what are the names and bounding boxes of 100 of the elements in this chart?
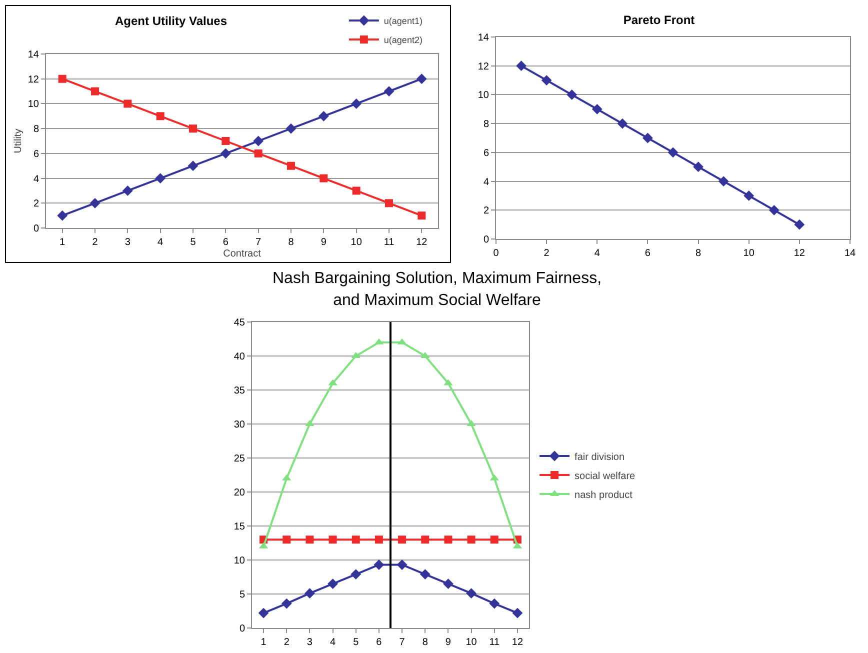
legend-label: u(agent2) [384, 35, 422, 46]
y-tick-label: 0 [33, 224, 40, 234]
y-tick-label: 12 [28, 74, 40, 86]
point [421, 536, 430, 544]
legend-label: social welfare [574, 470, 636, 482]
y-tick-label: 2 [483, 206, 490, 217]
y-tick-label: 14 [478, 32, 490, 44]
y-tick-label: 4 [33, 174, 40, 185]
y-tick-label: 8 [33, 124, 40, 136]
x-tick-label: 7 [256, 237, 262, 248]
point [189, 124, 197, 133]
point [287, 162, 295, 170]
point [281, 598, 292, 609]
point [466, 588, 476, 599]
y-axis-title: Utility [12, 128, 24, 154]
point [490, 536, 498, 544]
point [443, 578, 454, 589]
point [57, 210, 68, 221]
y-tick-label: 10 [234, 556, 246, 566]
y-tick-label: 20 [234, 488, 246, 498]
x-tick-label: 9 [320, 237, 327, 248]
x-tick-label: 8 [696, 248, 702, 259]
point [512, 608, 523, 618]
point [222, 137, 230, 145]
point [258, 608, 269, 618]
y-tick-label: 6 [33, 148, 40, 160]
point [693, 162, 704, 172]
x-tick-label: 4 [158, 237, 164, 248]
x-tick-label: 4 [594, 248, 600, 259]
x-tick-label: 2 [92, 237, 98, 248]
point [350, 569, 362, 580]
point [318, 110, 329, 122]
x-tick-label: 7 [399, 637, 406, 648]
point [122, 186, 133, 196]
y-tick-label: 12 [478, 61, 490, 72]
chart-title: Agent Utility Values [114, 13, 228, 28]
point [416, 74, 427, 84]
point [220, 148, 231, 159]
point [541, 75, 552, 86]
point [444, 536, 452, 544]
x-axis-title: Contract [223, 248, 262, 260]
chart-title: Nash Bargaining Solution, Maximum Fairness, and Maximum Social Welfare [271, 269, 603, 311]
point [304, 588, 315, 599]
x-tick-label: 6 [222, 237, 229, 248]
point [617, 118, 628, 129]
legend-label: u(agent1) [384, 16, 422, 26]
y-tick-label: 14 [28, 50, 40, 60]
point [328, 578, 338, 589]
x-tick-label: 9 [445, 637, 452, 648]
y-tick-label: 8 [483, 119, 490, 130]
x-tick-label: 8 [288, 237, 294, 248]
point [384, 86, 394, 96]
x-tick-label: 3 [306, 637, 313, 648]
point [155, 173, 166, 184]
point [592, 104, 602, 114]
x-tick-label: 1 [260, 637, 267, 648]
x-tick-label: 5 [353, 637, 360, 648]
point [718, 176, 729, 186]
x-tick-label: 14 [844, 248, 856, 259]
point [188, 160, 198, 172]
y-tick-label: 40 [234, 352, 246, 362]
point [253, 136, 264, 146]
x-tick-label: 6 [376, 637, 382, 648]
point [420, 569, 430, 580]
chart-title: Pareto Front [622, 12, 696, 27]
point [385, 199, 393, 208]
point [566, 90, 578, 100]
x-tick-label: 12 [794, 248, 806, 259]
point [156, 112, 164, 120]
x-tick-label: 10 [350, 237, 362, 248]
x-tick-label: 3 [124, 237, 131, 248]
y-tick-label: 45 [234, 318, 246, 328]
point [374, 560, 384, 570]
point [516, 60, 526, 72]
x-tick-label: 10 [743, 248, 755, 259]
x-tick-label: 0 [493, 248, 500, 259]
x-tick-label: 2 [544, 248, 550, 259]
point [320, 174, 328, 182]
point [254, 149, 262, 158]
point [668, 147, 678, 158]
point [768, 204, 780, 216]
point [91, 87, 99, 96]
y-tick-label: 2 [33, 198, 40, 210]
y-tick-label: 0 [239, 624, 246, 634]
x-tick-label: 2 [284, 637, 290, 648]
point [467, 536, 476, 544]
point [352, 186, 360, 195]
x-tick-label: 8 [422, 637, 428, 648]
point [351, 98, 362, 109]
x-tick-label: 11 [489, 637, 500, 648]
y-tick-label: 4 [483, 176, 490, 188]
point [352, 536, 360, 544]
x-tick-label: 10 [466, 637, 478, 648]
x-tick-label: 12 [512, 637, 524, 648]
y-tick-label: 15 [234, 522, 246, 532]
point [58, 74, 66, 83]
point [328, 536, 337, 544]
point [306, 536, 314, 544]
point [396, 560, 408, 570]
y-tick-label: 5 [239, 590, 246, 600]
